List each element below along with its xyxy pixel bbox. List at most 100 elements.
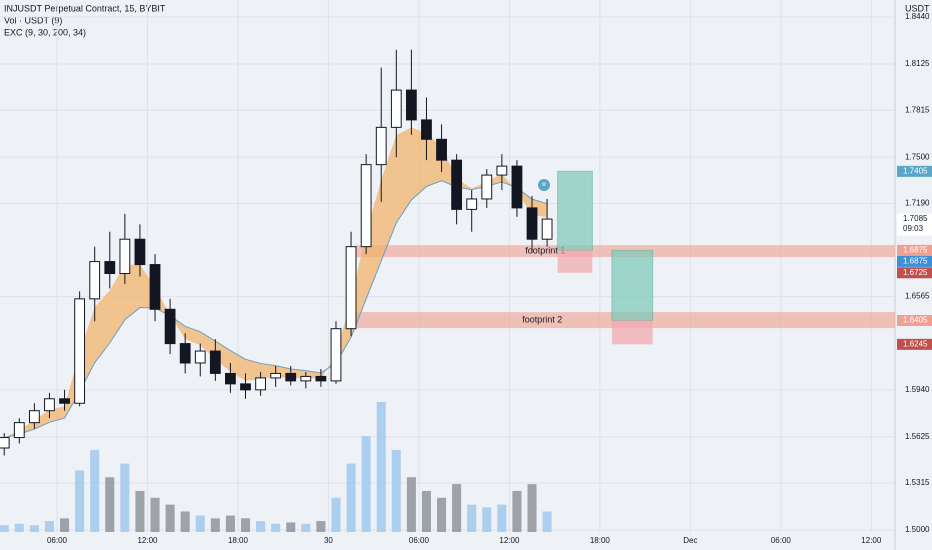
- y-tick-label: 1.8125: [905, 59, 930, 68]
- x-tick-label: 18:00: [590, 536, 611, 545]
- volume-bar: [482, 507, 492, 532]
- candle-body: [481, 174, 493, 200]
- position-stop: [611, 320, 653, 345]
- candle-body: [511, 165, 523, 209]
- indicator-label: Vol · USDT (9): [4, 15, 62, 25]
- candle-body: [149, 264, 161, 310]
- y-tick-label: 1.5625: [905, 432, 930, 441]
- candle-body: [44, 398, 55, 412]
- price-tag: [897, 338, 932, 350]
- price-tag: [897, 267, 932, 279]
- candle-body: [405, 89, 417, 121]
- volume-bar: [452, 484, 462, 532]
- indicator-label: EXC (9, 30, 200, 34): [4, 27, 86, 37]
- price-tag-label: 1.6405: [903, 316, 928, 325]
- candle-body: [315, 375, 327, 382]
- x-tick-label: 12:00: [499, 536, 520, 545]
- chart-title: INJUSDT Perpetual Contract, 15, BYBIT: [4, 3, 166, 13]
- candle-body: [451, 159, 463, 210]
- volume-bar: [437, 497, 447, 532]
- price-tag-label: 1.6245: [903, 339, 928, 348]
- volume-bar: [14, 523, 24, 532]
- volume-bar: [301, 523, 311, 532]
- candle-body: [421, 119, 432, 140]
- x-tick-label: 18:00: [228, 536, 249, 545]
- volume-bar: [512, 490, 522, 532]
- price-tag: [897, 244, 932, 256]
- candle-body: [255, 377, 266, 391]
- candle-body: [436, 138, 447, 161]
- volume-bar: [391, 449, 401, 532]
- volume-bar: [0, 525, 9, 532]
- price-tag: [897, 213, 932, 236]
- candle-body: [209, 350, 221, 374]
- close-icon[interactable]: ×: [538, 179, 550, 191]
- y-tick-label: 1.7500: [905, 152, 930, 161]
- candle-body: [28, 410, 40, 424]
- candle-body: [526, 207, 538, 240]
- candle-body: [496, 165, 508, 176]
- candle-body: [89, 261, 101, 300]
- candle-body: [74, 298, 86, 404]
- volume-bar: [120, 463, 130, 532]
- position-stop: [557, 250, 593, 273]
- y-tick-label: 1.5000: [905, 525, 930, 534]
- volume-bar: [180, 511, 190, 532]
- candle-body: [13, 422, 25, 439]
- volume-bar: [44, 521, 54, 532]
- y-tick-label: 1.8440: [905, 12, 930, 21]
- x-tick-label: 12:00: [861, 536, 882, 545]
- candle-body: [134, 238, 146, 266]
- volume-bar: [406, 477, 416, 532]
- volume-bar: [467, 504, 477, 532]
- volume-bar: [256, 521, 266, 532]
- y-tick-label: 1.7815: [905, 105, 930, 114]
- price-tag-label: 1.6875: [903, 257, 928, 266]
- candle-body: [390, 89, 402, 128]
- price-tag-label: 1.6875: [903, 246, 928, 255]
- volume-bar: [150, 497, 160, 532]
- volume-bar: [165, 504, 175, 532]
- candle-body: [240, 383, 251, 391]
- candle-body: [270, 372, 282, 379]
- price-tag-label: 1.6725: [903, 268, 928, 277]
- price-tag-time: 09:03: [903, 224, 924, 233]
- candle-body: [330, 328, 342, 382]
- price-tag: [897, 314, 932, 326]
- x-tick-label: 12:00: [137, 536, 158, 545]
- close-button[interactable]: [538, 179, 550, 191]
- y-tick-label: 1.7190: [905, 199, 930, 208]
- zone-label: footprint 2: [522, 314, 562, 324]
- volume-bar: [240, 518, 251, 532]
- x-tick-label: 06:00: [409, 536, 430, 545]
- volume-bar: [135, 490, 145, 532]
- volume-bar: [542, 511, 552, 532]
- candle-body: [164, 308, 176, 345]
- position-target: [557, 170, 593, 251]
- price-tag: [897, 255, 932, 267]
- y-unit: USDT: [905, 3, 930, 13]
- position-target: [611, 249, 654, 321]
- volume-bar: [421, 490, 431, 532]
- candle-body: [59, 398, 70, 404]
- volume-bar: [497, 504, 507, 532]
- x-tick-label: 06:00: [771, 536, 792, 545]
- volume-bar: [195, 515, 205, 532]
- volume-bar: [331, 497, 341, 532]
- volume-bar: [376, 402, 386, 532]
- volume-bar: [105, 477, 115, 532]
- candle-body: [360, 164, 372, 248]
- close-glyph: ×: [542, 180, 547, 189]
- volume-bar: [361, 436, 371, 532]
- y-tick-label: 1.5315: [905, 478, 930, 487]
- volume-bar: [346, 463, 356, 532]
- candle-body: [194, 350, 206, 364]
- volume-bar: [286, 522, 296, 532]
- x-tick-label: Dec: [683, 536, 697, 545]
- candle-body: [179, 343, 191, 364]
- price-tag-label: 1.7085: [903, 214, 928, 223]
- volume-bar: [316, 521, 326, 532]
- candle-body: [225, 372, 236, 385]
- y-tick-label: 1.6565: [905, 292, 930, 301]
